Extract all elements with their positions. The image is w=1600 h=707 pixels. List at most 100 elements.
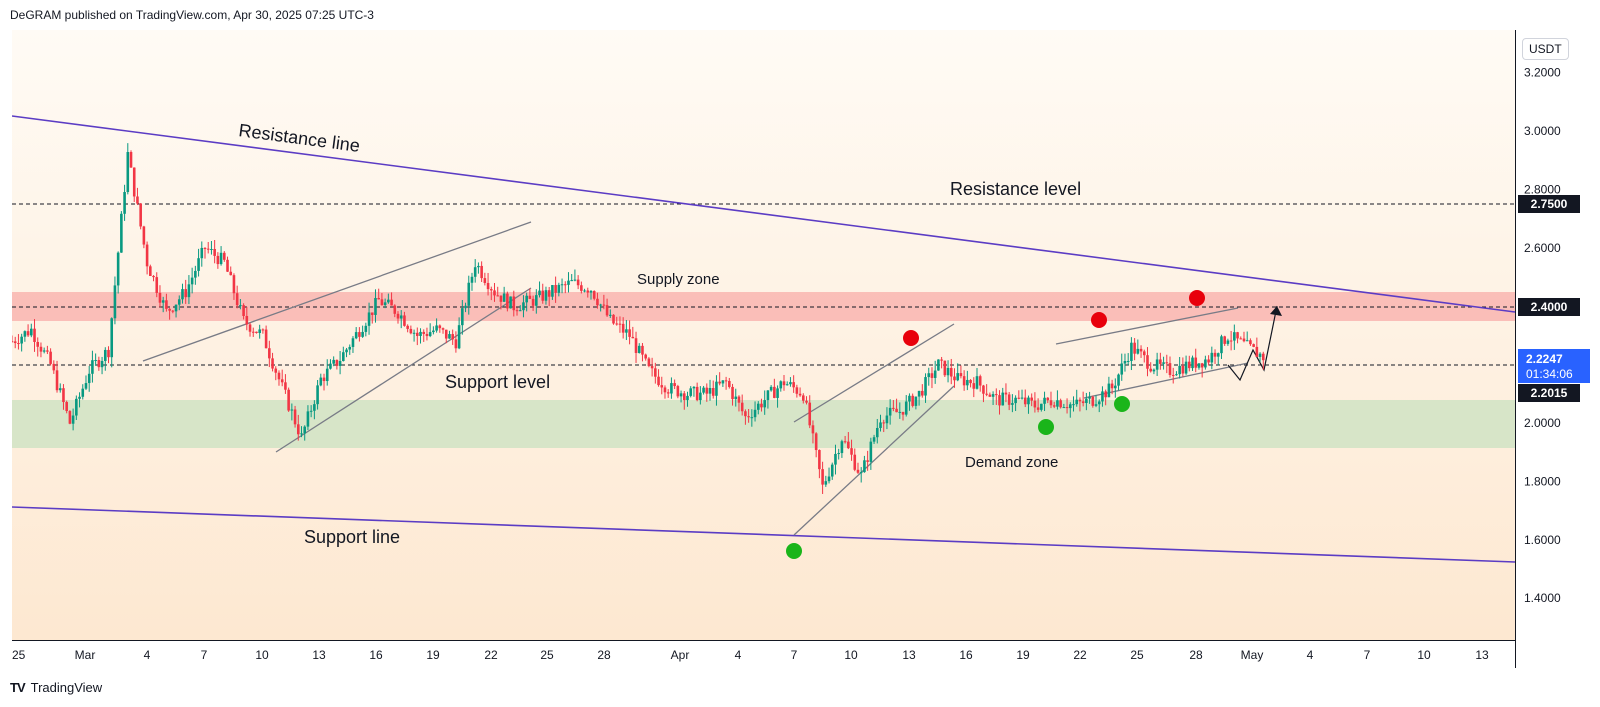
candle-body: [615, 323, 619, 325]
candle-body: [795, 387, 799, 394]
candle-body: [486, 282, 490, 290]
candle-body: [174, 304, 178, 312]
candle-body: [448, 334, 451, 339]
candle-body: [438, 325, 442, 329]
price-axis-svg: 1.40001.60001.80002.00002.20002.40002.60…: [1518, 66, 1590, 605]
time-tick: 25: [1130, 648, 1144, 662]
candle-body: [348, 346, 352, 350]
time-tick: Mar: [75, 648, 96, 662]
candle-body: [416, 332, 419, 336]
candle-body: [560, 284, 564, 286]
resistance-level-label: Resistance level: [950, 179, 1081, 199]
candle-body: [792, 382, 795, 388]
candle-body: [200, 247, 204, 259]
candle-body: [300, 433, 303, 435]
chart-background: [12, 30, 1515, 668]
red-marker: [1189, 290, 1205, 306]
resistance-trendline[interactable]: [12, 115, 1515, 313]
time-tick: 28: [597, 648, 611, 662]
time-axis-svg: 25 Mar 4 7 10 13 16 19 22 25 28 Apr 4 7 10 13 16 19 22 25 28…: [12, 648, 1489, 662]
candle-body: [58, 388, 62, 391]
candle-body: [837, 453, 840, 455]
candle-body: [789, 382, 792, 385]
candle-body: [1110, 383, 1114, 389]
candle-body: [203, 247, 207, 249]
green-marker: [786, 543, 802, 559]
candle-body: [1229, 340, 1233, 342]
candle-body: [322, 377, 326, 382]
candle-body: [1261, 353, 1265, 361]
candle-body: [621, 323, 625, 333]
channel-2-lower: [793, 385, 955, 536]
price-tick: 3.0000: [1524, 124, 1561, 138]
channel-3-lower: [1083, 362, 1249, 399]
candle-body: [1056, 400, 1059, 407]
time-tick: 4: [144, 648, 151, 662]
red-marker: [1091, 312, 1107, 328]
candle-body: [1242, 338, 1246, 342]
candle-body: [335, 359, 339, 366]
candle-body: [377, 298, 380, 300]
candle-body: [1236, 332, 1239, 339]
brand-name: TradingView: [30, 680, 103, 695]
candle-body: [399, 315, 403, 319]
candle-body: [670, 383, 673, 394]
candle-body: [798, 393, 802, 396]
candle-body: [454, 339, 458, 349]
channel-1-upper: [142, 221, 532, 362]
candle-body: [573, 279, 577, 281]
candle-body: [390, 299, 393, 306]
candle-body: [644, 354, 647, 359]
time-tick: 19: [1016, 648, 1030, 662]
chart-canvas[interactable]: Resistance line Resistance level Supply …: [12, 30, 1515, 668]
candle-body: [1207, 359, 1210, 363]
candle-body: [1085, 398, 1088, 404]
candle-body: [1114, 385, 1117, 389]
candle-body: [637, 345, 641, 353]
support-trendline[interactable]: [12, 506, 1515, 563]
currency-selector[interactable]: USDT: [1522, 38, 1569, 60]
candle-body: [814, 433, 818, 451]
channel-2-upper: [793, 323, 955, 423]
candle-body: [875, 427, 879, 438]
channel-lines: [142, 221, 1249, 536]
price-axis[interactable]: 1.40001.60001.80002.00002.20002.40002.60…: [1515, 30, 1600, 668]
candle-body: [506, 293, 509, 309]
candle-body: [107, 349, 110, 358]
candle-body: [213, 249, 216, 256]
candle-body: [773, 386, 776, 398]
candle-body: [329, 363, 332, 369]
candle-body: [599, 304, 602, 306]
candle-body: [120, 213, 123, 253]
time-axis[interactable]: 25 Mar 4 7 10 13 16 19 22 25 28 Apr 4 7 10 13 16 19 22 25 28…: [12, 640, 1515, 668]
candle-body: [602, 304, 606, 306]
candle-body: [1040, 403, 1043, 410]
projection-path: [1227, 305, 1278, 382]
candle-body: [358, 332, 361, 337]
candle-body: [206, 248, 210, 250]
footer-brand[interactable]: TV TradingView: [10, 680, 102, 695]
candle-body: [830, 464, 834, 477]
candle-body: [161, 300, 165, 303]
candle-body: [467, 282, 471, 306]
candle-body: [576, 279, 580, 286]
candle-body: [898, 411, 902, 413]
price-tag-2201: 2.2015: [1531, 386, 1568, 400]
candle-body: [1052, 405, 1056, 407]
candle-body: [776, 388, 779, 398]
candle-body: [1088, 396, 1091, 399]
candle-body: [978, 376, 982, 386]
chart-svg[interactable]: Resistance line Resistance level Supply …: [12, 30, 1515, 668]
candle-body: [502, 293, 506, 302]
candle-body: [245, 315, 249, 325]
candle-body: [1239, 338, 1243, 340]
candle-body: [1036, 407, 1040, 410]
candle-body: [268, 348, 271, 359]
channel-1-lower: [275, 287, 532, 453]
candle-body: [985, 393, 988, 395]
candle-body: [1142, 351, 1146, 356]
candle-body: [30, 328, 33, 336]
candle-body: [293, 409, 297, 425]
candle-body: [219, 252, 223, 265]
candle-body: [409, 328, 413, 334]
